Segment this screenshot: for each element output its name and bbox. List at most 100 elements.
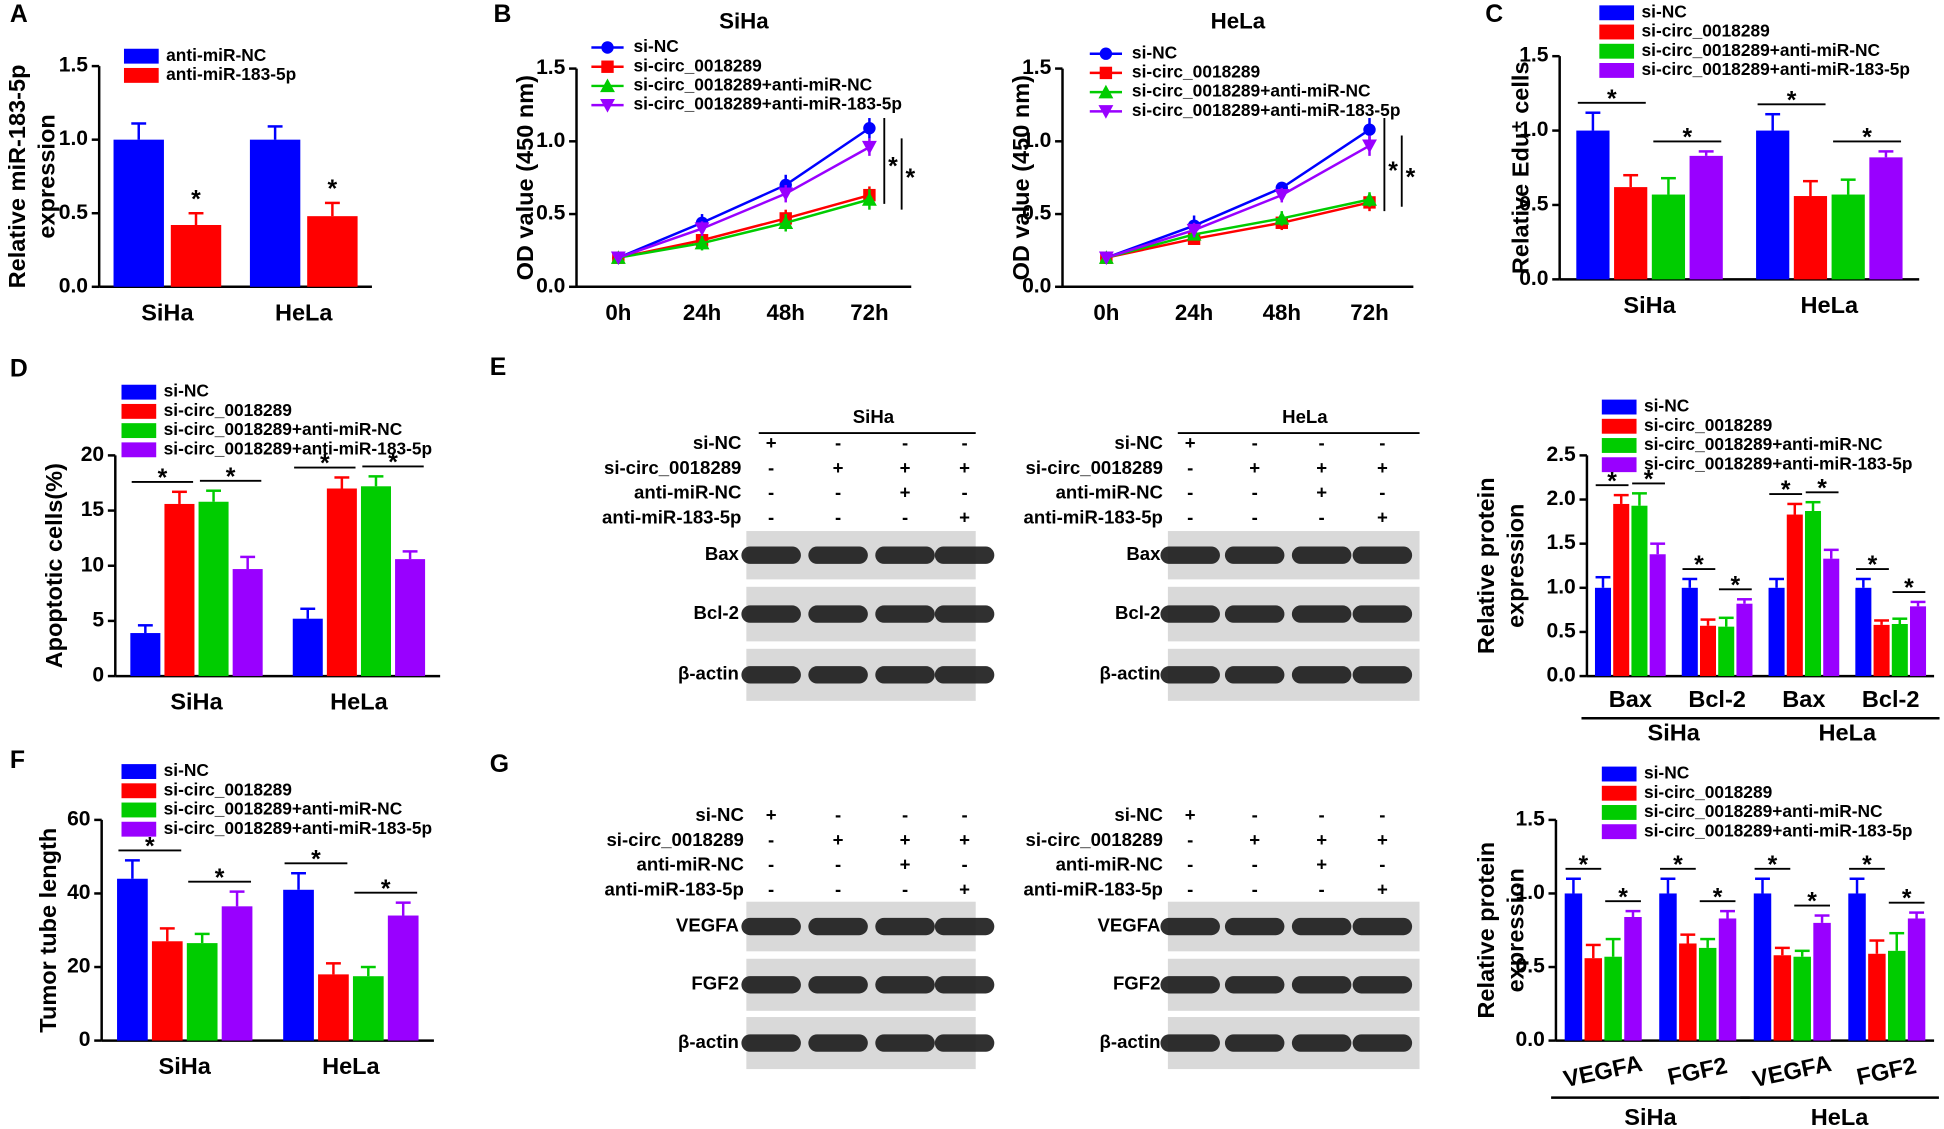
condition-mark: - [835, 878, 841, 899]
line [1106, 201, 1370, 259]
legend-swatch [1601, 399, 1637, 415]
condition-mark: - [1252, 482, 1258, 503]
significance-label: * [888, 153, 898, 180]
legend-label: si-circ_0018289+anti-miR-NC [1644, 801, 1883, 821]
significance-label: * [1579, 852, 1589, 879]
x-tick-label: 72h [850, 300, 888, 325]
bar [1649, 554, 1666, 677]
blot-band [934, 1034, 995, 1052]
bar [1753, 893, 1772, 1041]
group-label: SiHa [1648, 720, 1701, 746]
legend-label: si-circ_0018289+anti-miR-183-5p [164, 818, 433, 838]
blot-band [1224, 1034, 1285, 1052]
blot-band [808, 546, 868, 564]
condition-label: anti-miR-183-5p [1024, 507, 1163, 528]
x-tick-label: Bcl-2 [1862, 686, 1920, 712]
legend-label: si-circ_0018289+anti-miR-NC [164, 419, 403, 439]
condition-mark: - [768, 482, 774, 503]
significance-label: * [381, 876, 391, 903]
condition-label: anti-miR-NC [1056, 854, 1163, 875]
point [1362, 192, 1377, 206]
group-label: SiHa [1624, 1104, 1677, 1129]
condition-mark: - [1187, 507, 1193, 528]
condition-mark: + [959, 829, 970, 850]
condition-mark: + [959, 878, 970, 899]
condition-mark: + [959, 507, 970, 528]
bar [1699, 625, 1717, 677]
bar [292, 618, 323, 677]
significance-label: * [328, 176, 338, 203]
legend-swatch [1601, 805, 1637, 820]
blot-band [808, 917, 868, 936]
significance-label: * [191, 186, 201, 213]
x-tick-label: 24h [683, 300, 721, 325]
y-tick-label: 40 [67, 881, 90, 904]
bar [221, 906, 253, 1041]
y-tick-label: 20 [81, 443, 104, 466]
blot-band [741, 546, 801, 564]
significance-label: * [1768, 852, 1778, 879]
legend-swatch [121, 802, 157, 818]
blot-band [875, 1034, 935, 1052]
condition-mark: - [768, 507, 774, 528]
blot-band [741, 605, 801, 623]
bar [1848, 893, 1866, 1041]
condition-mark: + [833, 829, 844, 850]
bar [113, 139, 164, 287]
blot-band [875, 666, 935, 684]
bar [1869, 157, 1903, 280]
condition-mark: - [1379, 432, 1385, 453]
legend-label: si-circ_0018289 [634, 55, 762, 75]
legend-label: si-circ_0018289+anti-miR-NC [1132, 81, 1371, 101]
blot-band [1352, 976, 1413, 994]
y-tick-label: 2.5 [1546, 443, 1576, 466]
x-tick-label: HeLa [330, 689, 388, 715]
condition-mark: - [1379, 854, 1385, 875]
condition-mark: - [1252, 878, 1258, 899]
blot-band [1352, 666, 1413, 684]
legend-label: si-NC [634, 36, 680, 56]
y-tick-label: 0.0 [1022, 274, 1051, 297]
bar [1873, 624, 1890, 677]
x-tick-label: 48h [767, 300, 805, 325]
significance-label: * [388, 450, 398, 477]
bar [186, 943, 218, 1041]
bar [1736, 603, 1753, 677]
y-axis-label: expression [1503, 868, 1529, 992]
legend-swatch [1599, 24, 1635, 40]
bar [1891, 624, 1908, 677]
point [601, 60, 614, 73]
legend-swatch [121, 403, 157, 419]
blot-band [808, 976, 868, 994]
point [694, 222, 710, 237]
significance-label: * [145, 834, 155, 861]
condition-mark: + [1316, 854, 1327, 875]
bar [1679, 943, 1697, 1041]
blot-band [1160, 546, 1220, 564]
blot-band [1224, 666, 1285, 684]
legend-label: si-circ_0018289+anti-miR-NC [1641, 40, 1880, 60]
point [1186, 223, 1202, 238]
blot-band [741, 917, 801, 936]
point [861, 192, 877, 206]
point [600, 78, 615, 93]
significance-label: * [1904, 575, 1914, 602]
condition-mark: - [835, 804, 841, 825]
point [1274, 188, 1290, 203]
significance-label: * [1607, 468, 1617, 495]
y-tick-label: 0.5 [536, 202, 566, 225]
condition-mark: + [900, 457, 911, 478]
condition-label: anti-miR-NC [634, 482, 741, 503]
condition-mark: - [1187, 482, 1193, 503]
condition-mark: - [1252, 432, 1258, 453]
band-label: VEGFA [676, 914, 739, 935]
condition-label: anti-miR-183-5p [602, 507, 741, 528]
y-axis-label: Relative protein [1473, 477, 1499, 654]
blot-band [1160, 1034, 1220, 1052]
legend-swatch [1599, 63, 1635, 78]
blot-band [741, 976, 801, 994]
point [1099, 47, 1113, 60]
blot-band [1291, 546, 1352, 564]
condition-mark: - [1187, 829, 1193, 850]
x-tick-label: 24h [1175, 300, 1213, 325]
